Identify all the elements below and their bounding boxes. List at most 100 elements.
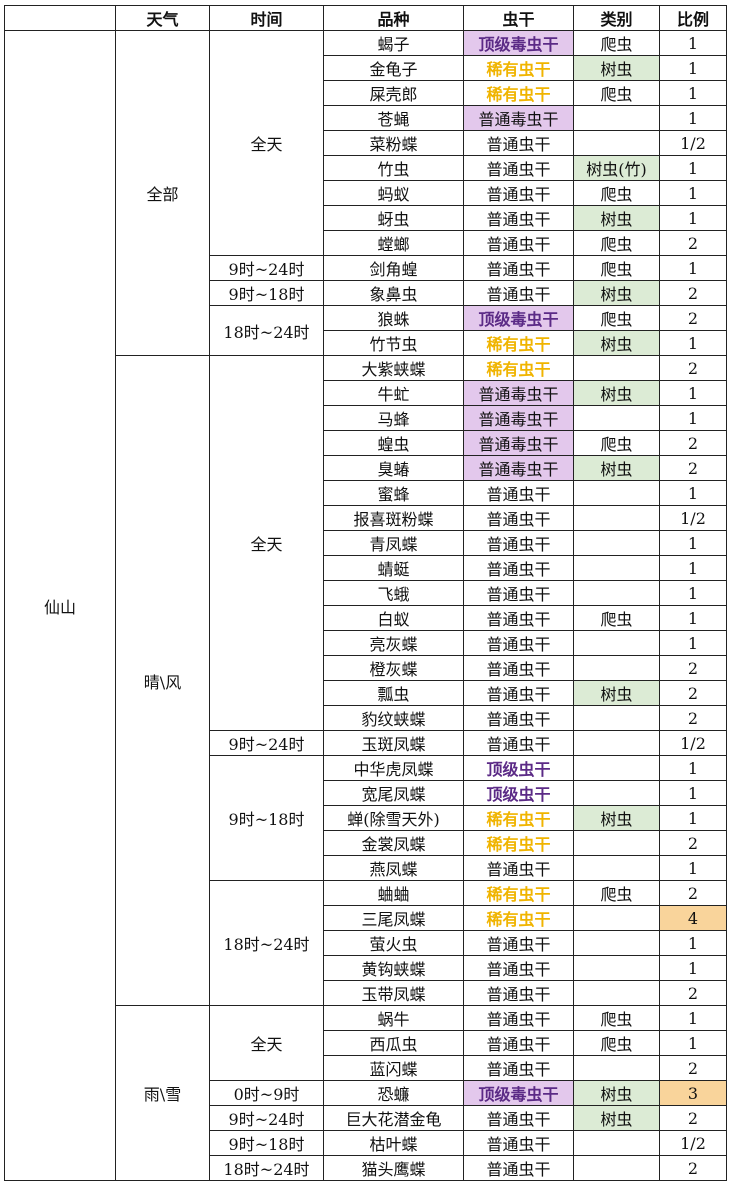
grade-cell: 普通虫干: [463, 505, 574, 531]
table-row: 蓝闪蝶 普通虫干 2: [5, 1055, 727, 1081]
grade-cell: 普通虫干: [463, 205, 574, 231]
type-cell: 树虫: [573, 280, 660, 306]
table-row: 0时~9时 恐蠊 顶级毒虫干 树虫 3: [5, 1080, 727, 1106]
species-cell: 橙灰蝶: [323, 655, 464, 681]
grade-cell: 普通虫干: [463, 230, 574, 256]
table-row: 9时~24时 巨大花潜金龟 普通虫干 树虫 2: [5, 1105, 727, 1131]
type-cell: [573, 830, 660, 856]
species-cell: 蚜虫: [323, 205, 464, 231]
table-row: 金龟子 稀有虫干 树虫 1: [5, 55, 727, 81]
grade-cell: 顶级虫干: [463, 755, 574, 781]
species-cell: 苍蝇: [323, 105, 464, 131]
species-cell: 白蚁: [323, 605, 464, 631]
type-cell: 树虫: [573, 455, 660, 481]
ratio-cell: 1: [659, 55, 727, 81]
type-cell: [573, 580, 660, 606]
species-cell: 青凤蝶: [323, 530, 464, 556]
grade-cell: 稀有虫干: [463, 330, 574, 356]
grade-cell: 顶级毒虫干: [463, 305, 574, 331]
header-species: 品种: [323, 5, 464, 31]
type-cell: 爬虫: [573, 1030, 660, 1056]
grade-cell: 普通虫干: [463, 155, 574, 181]
ratio-cell: 1: [659, 555, 727, 581]
header-time: 时间: [209, 5, 324, 31]
time-cell: 9时~24时: [209, 730, 324, 756]
species-cell: 竹虫: [323, 155, 464, 181]
table-row: 18时~24时 狼蛛 顶级毒虫干 爬虫 2: [5, 305, 727, 356]
type-cell: [573, 730, 660, 756]
grade-cell: 普通虫干: [463, 255, 574, 281]
grade-cell: 普通毒虫干: [463, 380, 574, 406]
species-cell: 瓢虫: [323, 680, 464, 706]
species-cell: 巨大花潜金龟: [323, 1105, 464, 1131]
type-cell: [573, 780, 660, 806]
ratio-cell: 1: [659, 480, 727, 506]
header-grade: 虫干: [463, 5, 574, 31]
species-cell: 蜗牛: [323, 1005, 464, 1031]
ratio-cell: 2: [659, 830, 727, 856]
type-cell: [573, 130, 660, 156]
species-cell: 宽尾凤蝶: [323, 780, 464, 806]
table-row: 燕凤蝶 普通虫干 1: [5, 855, 727, 881]
ratio-cell: 1: [659, 155, 727, 181]
ratio-cell: 1/2: [659, 730, 727, 756]
species-cell: 金裳凤蝶: [323, 830, 464, 856]
type-cell: 树虫: [573, 330, 660, 356]
type-cell: [573, 505, 660, 531]
species-cell: 燕凤蝶: [323, 855, 464, 881]
species-cell: 马蜂: [323, 405, 464, 431]
ratio-cell: 1: [659, 930, 727, 956]
type-cell: [573, 105, 660, 131]
type-cell: 爬虫: [573, 230, 660, 256]
type-cell: 树虫: [573, 55, 660, 81]
grade-cell: 稀有虫干: [463, 905, 574, 931]
grade-cell: 稀有虫干: [463, 80, 574, 106]
ratio-cell: 2: [659, 230, 727, 256]
time-cell: 18时~24时: [209, 1155, 324, 1181]
grade-cell: 普通虫干: [463, 855, 574, 881]
type-cell: [573, 1055, 660, 1081]
species-cell: 蝗虫: [323, 430, 464, 456]
type-cell: 树虫(竹): [573, 155, 660, 181]
ratio-cell: 1: [659, 80, 727, 106]
grade-cell: 普通虫干: [463, 730, 574, 756]
species-cell: 黄钩蛱蝶: [323, 955, 464, 981]
species-cell: 蚂蚁: [323, 180, 464, 206]
ratio-cell: 1: [659, 805, 727, 831]
type-cell: [573, 980, 660, 1006]
type-cell: 爬虫: [573, 305, 660, 331]
time-cell: 全天: [209, 30, 324, 256]
time-cell: 全天: [209, 355, 324, 731]
type-cell: [573, 705, 660, 731]
species-cell: 菜粉蝶: [323, 130, 464, 156]
species-cell: 狼蛛: [323, 305, 464, 331]
species-cell: 象鼻虫: [323, 280, 464, 306]
time-cell: 18时~24时: [209, 880, 324, 1006]
species-cell: 金龟子: [323, 55, 464, 81]
table-row: 仙山 全部 全天 蝎子 顶级毒虫干 爬虫 1: [4, 30, 727, 1181]
ratio-cell: 1: [659, 605, 727, 631]
species-cell: 恐蠊: [323, 1080, 464, 1106]
species-cell: 蝉(除雪天外): [323, 805, 464, 831]
type-cell: [573, 955, 660, 981]
weather-cell: 雨\雪: [115, 1005, 210, 1181]
type-cell: [573, 555, 660, 581]
ratio-cell: 1/2: [659, 505, 727, 531]
table-row: 18时~24时 蛐蛐 稀有虫干 爬虫 2: [5, 880, 727, 1006]
type-cell: [573, 1155, 660, 1181]
table-row: 竹虫 普通虫干 树虫(竹) 1: [5, 155, 727, 181]
table-row: 玉带凤蝶 普通虫干 2: [5, 980, 727, 1006]
time-cell: 9时~18时: [209, 1130, 324, 1156]
type-cell: [573, 630, 660, 656]
species-cell: 萤火虫: [323, 930, 464, 956]
grade-cell: 普通毒虫干: [463, 405, 574, 431]
grade-cell: 普通虫干: [463, 955, 574, 981]
ratio-cell: 1: [659, 1005, 727, 1031]
ratio-cell: 2: [659, 430, 727, 456]
insect-table: 天气 时间 品种 虫干 类别 比例 仙山 全部 全天 蝎子 顶级毒虫干 爬虫 1…: [4, 5, 727, 1181]
type-cell: [573, 530, 660, 556]
species-cell: 玉斑凤蝶: [323, 730, 464, 756]
ratio-cell: 2: [659, 305, 727, 331]
ratio-cell: 2: [659, 1105, 727, 1131]
type-cell: 树虫: [573, 805, 660, 831]
